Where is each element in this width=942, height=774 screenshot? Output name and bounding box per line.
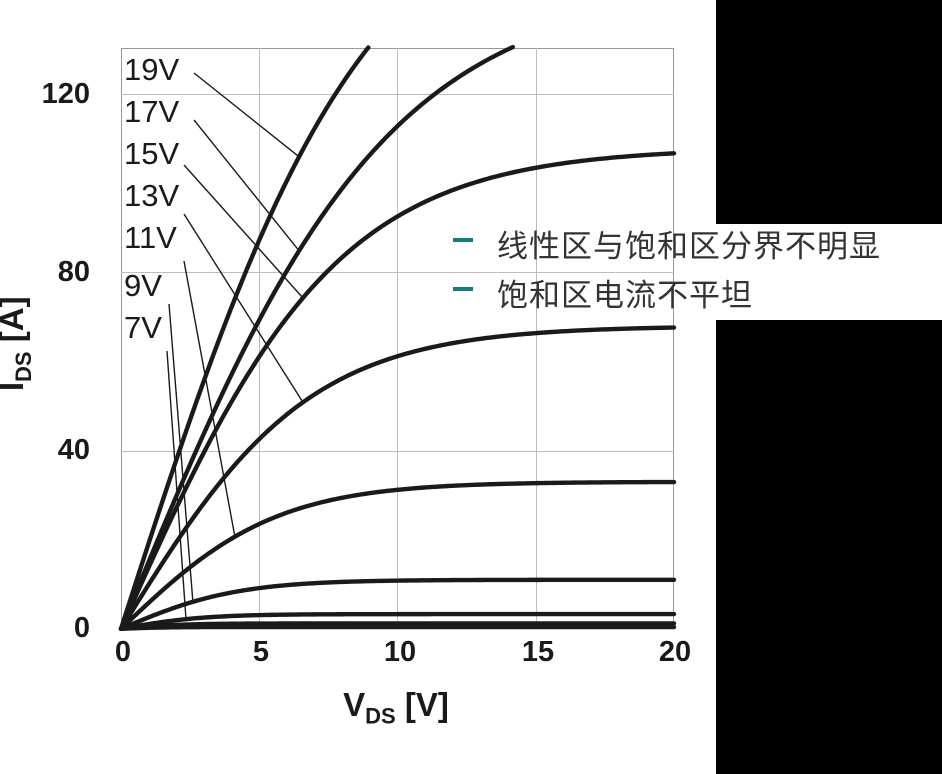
svg-text:13V: 13V (124, 178, 179, 213)
svg-text:17V: 17V (124, 94, 179, 129)
svg-text:15V: 15V (124, 136, 179, 171)
svg-text:19V: 19V (124, 52, 179, 87)
svg-text:7V: 7V (124, 310, 162, 345)
svg-text:9V: 9V (124, 268, 162, 303)
svg-text:11V: 11V (124, 220, 177, 255)
